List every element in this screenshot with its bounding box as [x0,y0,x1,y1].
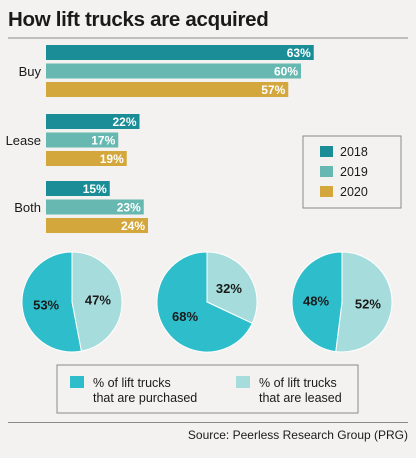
pie-slice-leased [71,251,123,352]
bar-value-label: 60% [274,65,298,79]
bar-buy-2020 [46,82,289,97]
pie-legend-box [56,364,359,414]
bar-value-label: 17% [91,134,115,148]
pie-legend-swatch [70,376,84,388]
pie-label-leased: 47% [85,293,111,308]
legend-swatch-2019 [320,166,333,177]
bar-lease-2020 [46,151,127,166]
bar-both-2018 [46,181,110,196]
legend-label-2019: 2019 [340,165,368,179]
pie-slice-purchased [156,251,253,353]
bar-value-label: 22% [112,115,136,129]
pie-label-purchased: 48% [303,293,329,308]
bar-buy-2019 [46,63,301,79]
pie-slice-purchased [291,251,343,353]
pie-legend-label: that are leased [259,391,342,405]
bar-value-label: 23% [117,201,141,215]
legend-label-2018: 2018 [340,145,368,159]
legend-swatch-2020 [320,186,333,197]
legend-swatch-2018 [320,146,333,157]
category-label-buy: Buy [19,64,42,79]
pie-label-leased: 32% [216,281,242,296]
pie-slice-leased [206,251,258,324]
bar-lease-2018 [46,114,140,129]
legend-box [302,135,402,209]
category-label-lease: Lease [6,133,41,148]
divider-line [8,422,408,423]
pie-legend-label: % of lift trucks [93,376,171,390]
chart-title: How lift trucks are acquired [8,8,269,31]
bar-lease-2019 [46,132,119,148]
legend-label-2020: 2020 [340,185,368,199]
bar-value-label: 24% [121,219,145,233]
pie-label-purchased: 53% [33,297,59,312]
bar-value-label: 15% [83,182,107,196]
bar-both-2019 [46,199,144,215]
pie-slice-leased [335,251,393,353]
source-note: Source: Peerless Research Group (PRG) [187,428,408,442]
pie-label-purchased: 68% [172,309,198,324]
category-label-both: Both [14,200,41,215]
bar-value-label: 57% [261,83,285,97]
pie-label-leased: 52% [355,297,381,312]
pie-slice-purchased [21,251,82,353]
bar-buy-2018 [46,45,314,60]
pie-legend-label: that are purchased [93,391,197,405]
bar-value-label: 63% [287,46,311,60]
pie-legend-label: % of lift trucks [259,376,337,390]
bar-value-label: 19% [100,152,124,166]
bar-both-2020 [46,218,148,233]
pie-legend-swatch [236,376,250,388]
